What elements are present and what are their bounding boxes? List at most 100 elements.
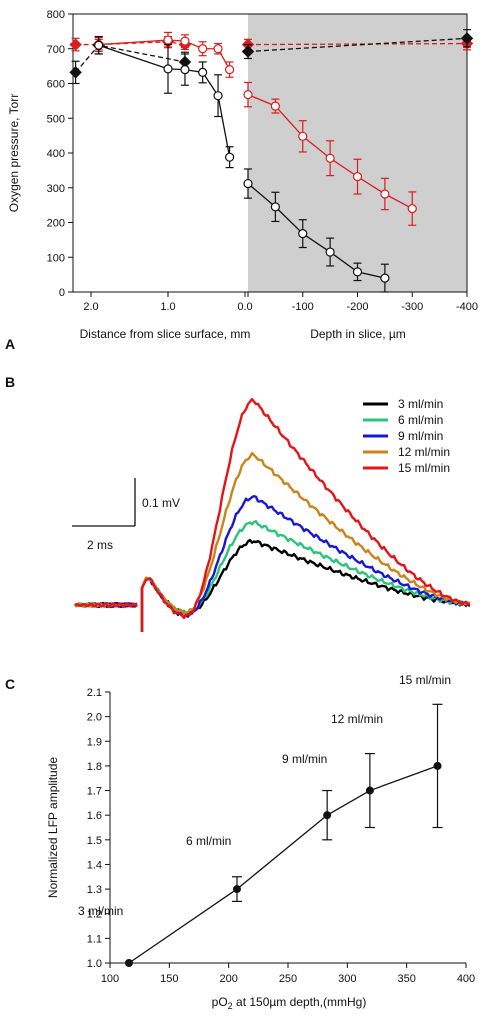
scalebar-v-label: 0.1 mV xyxy=(142,496,180,510)
c-y-tick-label: 1.9 xyxy=(87,736,102,748)
scalebar-h-label: 2 ms xyxy=(87,538,113,552)
a-depth-series-2-point xyxy=(407,204,417,214)
c-point xyxy=(433,761,442,770)
c-x-label-rest: at 150µm depth,(mmHg) xyxy=(233,995,367,1009)
legend-label-3: 12 ml/min xyxy=(398,445,450,459)
y-tick-label: 400 xyxy=(47,148,65,160)
c-x-label-main: pO xyxy=(212,995,228,1009)
y-tick-label: 300 xyxy=(47,183,65,195)
c-y-tick-label: 1.1 xyxy=(87,933,102,945)
y-tick-label: 200 xyxy=(47,218,65,230)
c-point-label-0: 3 ml/min xyxy=(78,904,123,918)
c-x-tick-label: 250 xyxy=(279,973,297,985)
c-y-axis-label: Normalized LFP amplitude xyxy=(46,757,60,899)
c-x-axis-label: pO2 at 150µm depth,(mmHg) xyxy=(212,995,367,1011)
a-depth-series-3-point xyxy=(298,229,308,239)
panel-c-chart: 1.0 1.1 1.2 1.3 1.4 1.5 1.6 1.7 1.8 1.9 2.0 2.1 100 1… xyxy=(46,673,475,1011)
a-mm-series-3-point xyxy=(94,40,104,50)
a-mm-series-0-line xyxy=(75,41,186,46)
c-series-line xyxy=(128,765,438,964)
a-mm-series-3-point xyxy=(180,64,190,75)
panel-a-chart: 0 100 200 300 400 500 600 700 800 Oxygen pressure… xyxy=(7,9,478,341)
a-depth-series-1-point xyxy=(460,32,474,45)
depth-shaded-region xyxy=(248,14,467,292)
y-tick-label: 700 xyxy=(47,44,65,56)
x-axis-label-mm: Distance from slice surface, mm xyxy=(80,327,251,341)
a-depth-series-2-point xyxy=(325,153,335,163)
a-depth-series-3-point xyxy=(380,273,390,283)
panel-a-label: A xyxy=(5,336,15,352)
trace-response-4 xyxy=(140,397,471,632)
c-x-tick-label: 100 xyxy=(101,973,119,985)
x-tick-label-mm: 0.0 xyxy=(237,301,252,313)
x-axis-label-depth: Depth in slice, µm xyxy=(310,327,406,341)
a-mm-series-1-point xyxy=(69,66,82,79)
y-axis-label: Oxygen pressure, Torr xyxy=(7,94,21,213)
c-point-label-2: 9 ml/min xyxy=(282,752,327,766)
c-y-tick-label: 1.0 xyxy=(87,958,102,970)
c-point-label-4: 15 ml/min xyxy=(399,673,451,687)
a-depth-series-3-point xyxy=(325,247,335,257)
x-tick-label-depth: -400 xyxy=(456,301,478,313)
panel-b-label: B xyxy=(5,374,15,390)
c-point xyxy=(323,811,332,820)
y-tick-label: 0 xyxy=(59,287,65,299)
c-x-tick-label: 200 xyxy=(219,973,237,985)
a-depth-series-3-point xyxy=(352,267,363,277)
c-point xyxy=(124,959,133,967)
y-tick-label: 500 xyxy=(47,113,65,125)
c-point-label-1: 6 ml/min xyxy=(186,834,231,848)
c-y-tick-label: 1.6 xyxy=(87,810,102,822)
panel-c-label: C xyxy=(5,676,15,692)
c-x-tick-label: 300 xyxy=(338,973,356,985)
y-tick-label: 100 xyxy=(47,252,65,264)
a-depth-series-1-line xyxy=(247,37,468,53)
a-mm-series-3-line xyxy=(98,44,231,158)
a-mm-series-2-point xyxy=(213,44,223,54)
c-x-label-sub: 2 xyxy=(228,1001,233,1011)
legend-label-1: 6 ml/min xyxy=(398,413,443,427)
a-depth-series-2-point xyxy=(298,131,308,141)
a-mm-series-2-point xyxy=(163,35,173,45)
c-y-tick-label: 1.8 xyxy=(87,761,102,773)
c-x-tick-label: 400 xyxy=(457,973,475,985)
x-tick-label-mm: 1.0 xyxy=(160,301,175,313)
legend-label-0: 3 ml/min xyxy=(398,397,443,411)
a-mm-series-3-point xyxy=(213,91,223,101)
a-depth-series-2-point xyxy=(352,172,363,182)
c-point xyxy=(365,786,374,795)
c-point xyxy=(232,885,241,894)
a-depth-series-1-point xyxy=(241,45,255,58)
trace-baseline-4 xyxy=(74,601,138,609)
x-tick-label-mm: 2.0 xyxy=(83,301,98,313)
x-tick-label-depth: -200 xyxy=(346,301,368,313)
c-y-tick-label: 2.0 xyxy=(87,712,102,724)
a-depth-series-2-point xyxy=(270,101,280,111)
a-mm-series-3-point xyxy=(225,152,235,162)
legend-label-2: 9 ml/min xyxy=(398,429,443,443)
a-depth-series-3-line xyxy=(247,183,386,279)
a-mm-series-2-point xyxy=(198,44,208,54)
panel-b-chart: 0.1 mV 2 ms 3 ml/min 6 ml/min 9 ml/min 12 ml/… xyxy=(72,397,471,632)
a-depth-series-3-point xyxy=(243,178,253,189)
c-y-tick-label: 1.3 xyxy=(87,884,102,896)
c-x-tick-label: 350 xyxy=(397,973,415,985)
a-depth-series-3-point xyxy=(270,202,280,212)
trace-response-2 xyxy=(140,494,471,632)
trace-response-3 xyxy=(140,451,471,632)
a-mm-series-3-point xyxy=(198,67,208,77)
c-y-tick-label: 1.5 xyxy=(87,835,102,847)
a-mm-series-0-point xyxy=(69,38,82,51)
trace-response-1 xyxy=(140,520,471,632)
c-y-tick-label: 1.7 xyxy=(87,786,102,798)
x-tick-label-depth: -300 xyxy=(401,301,423,313)
c-x-tick-label: 150 xyxy=(160,973,178,985)
a-mm-series-2-point xyxy=(180,36,190,46)
a-depth-series-2-point xyxy=(380,189,390,199)
y-tick-label: 800 xyxy=(47,9,65,21)
c-y-tick-label: 2.1 xyxy=(87,687,102,699)
c-point-label-3: 12 ml/min xyxy=(331,712,383,726)
c-y-tick-label: 1.4 xyxy=(87,859,102,871)
y-tick-label: 600 xyxy=(47,79,65,91)
